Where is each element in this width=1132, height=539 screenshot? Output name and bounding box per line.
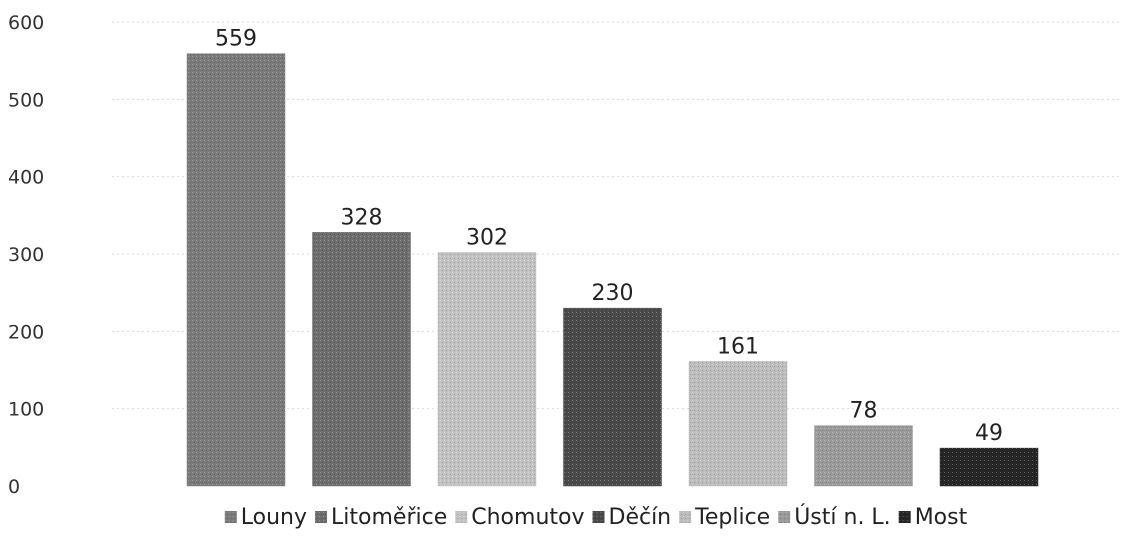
legend-swatch-5 xyxy=(679,511,692,523)
legend-label-1: Louny xyxy=(241,505,307,530)
legend-label-3: Chomutov xyxy=(471,505,584,530)
data-label-3: 302 xyxy=(466,225,508,250)
legend-label-7: Most xyxy=(915,505,968,530)
bar-5 xyxy=(688,361,788,487)
data-label-7: 49 xyxy=(975,421,1003,446)
bar-2 xyxy=(312,232,411,487)
y-tick-label-300: 300 xyxy=(8,244,44,266)
y-tick-label-600: 600 xyxy=(8,12,44,34)
legend-swatch-6 xyxy=(778,511,791,523)
data-labels: 559 328 302 230 161 78 49 xyxy=(215,27,1003,446)
legend-swatch-3 xyxy=(455,511,468,523)
y-tick-label-500: 500 xyxy=(8,89,44,111)
y-tick-label-400: 400 xyxy=(8,167,44,189)
bars xyxy=(186,53,1039,487)
data-label-6: 78 xyxy=(850,399,878,424)
legend-label-6: Ústí n. L. xyxy=(794,504,890,530)
bar-3 xyxy=(437,252,537,487)
legend-item-3: Chomutov xyxy=(455,505,585,530)
legend-swatch-1 xyxy=(224,511,237,523)
data-label-2: 328 xyxy=(341,205,383,230)
legend-label-4: Děčín xyxy=(609,505,672,530)
bar-4 xyxy=(563,307,662,487)
legend-swatch-4 xyxy=(592,511,605,523)
legend-item-7: Most xyxy=(898,505,968,530)
bar-6 xyxy=(814,425,913,487)
data-label-4: 230 xyxy=(592,281,634,306)
gridlines xyxy=(112,21,1120,410)
bar-7 xyxy=(939,447,1039,487)
legend-item-4: Děčín xyxy=(592,505,672,530)
bar-1 xyxy=(186,53,286,487)
legend-swatch-2 xyxy=(315,511,328,523)
legend-item-5: Teplice xyxy=(679,505,770,530)
data-label-1: 559 xyxy=(215,27,257,52)
legend-item-6: Ústí n. L. xyxy=(778,504,891,530)
y-tick-label-100: 100 xyxy=(8,399,44,421)
y-axis-ticks: 0 100 200 300 400 500 600 xyxy=(8,12,44,498)
data-label-5: 161 xyxy=(717,334,759,359)
legend-label-5: Teplice xyxy=(694,505,770,530)
y-tick-label-0: 0 xyxy=(8,476,20,498)
legend-swatch-7 xyxy=(898,511,911,523)
legend-label-2: Litoměřice xyxy=(331,505,447,530)
legend: Louny Litoměřice Chomutov Děčín Teplice Ústí … xyxy=(224,504,968,530)
y-tick-label-200: 200 xyxy=(8,321,44,343)
legend-item-1: Louny xyxy=(224,505,307,530)
legend-item-2: Litoměřice xyxy=(315,505,447,530)
